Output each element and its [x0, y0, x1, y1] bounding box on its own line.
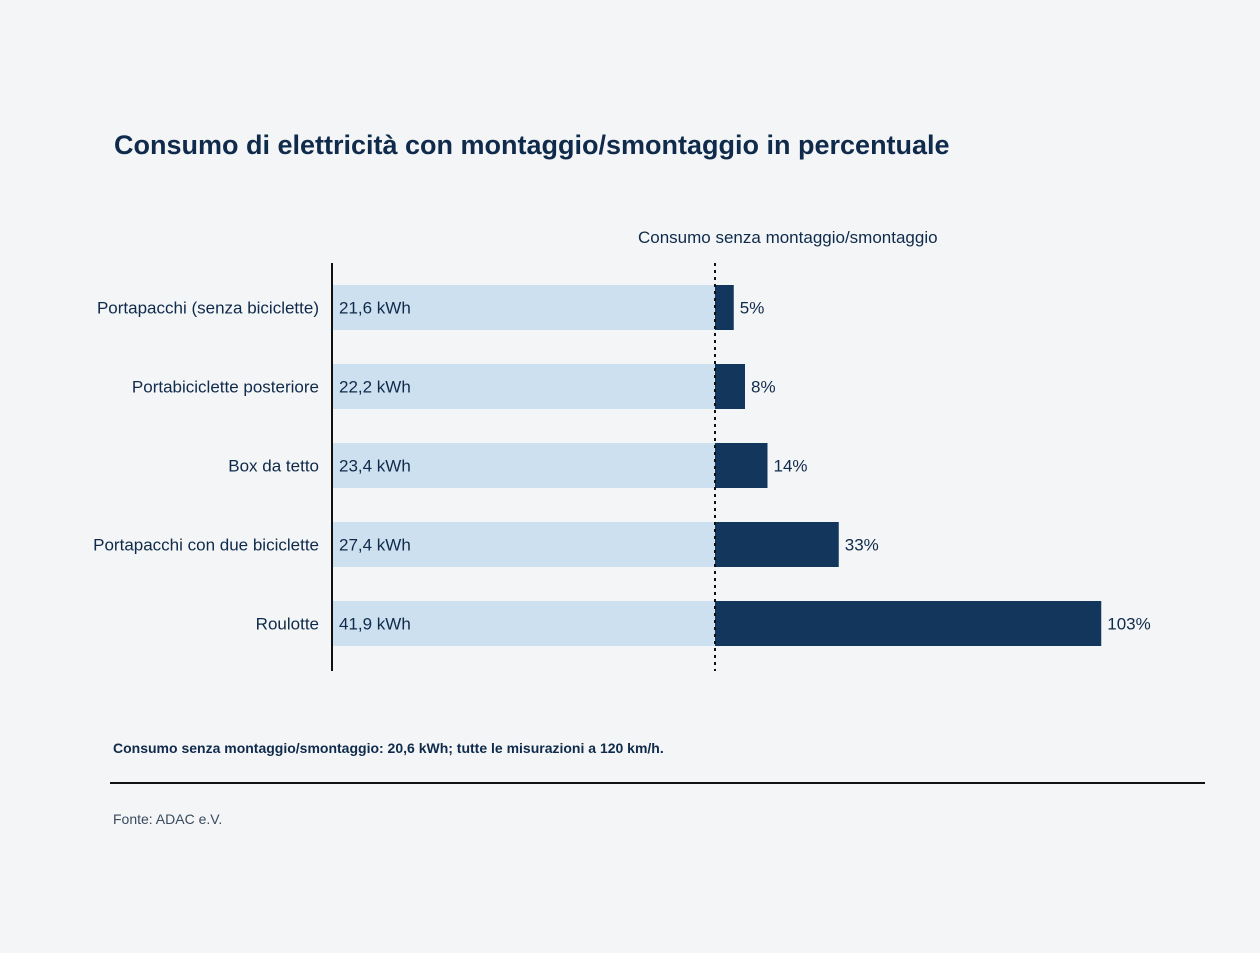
kwh-data-label: 21,6 kWh — [339, 299, 411, 318]
consumption-bar — [332, 364, 715, 409]
percent-data-label: 8% — [751, 378, 776, 397]
consumption-bar — [332, 285, 715, 330]
chart-title: Consumo di elettricità con montaggio/smo… — [114, 130, 950, 160]
baseline-label: Consumo senza montaggio/smontaggio — [638, 228, 938, 247]
category-label: Roulotte — [256, 615, 319, 634]
category-label: Portabiciclette posteriore — [132, 378, 319, 397]
consumption-bar — [332, 443, 715, 488]
increase-bar — [715, 364, 745, 409]
kwh-data-label: 27,4 kWh — [339, 536, 411, 555]
kwh-data-label: 23,4 kWh — [339, 457, 411, 476]
percent-data-label: 14% — [774, 457, 808, 476]
consumption-bar — [332, 522, 715, 567]
divider — [110, 782, 1205, 784]
increase-bar — [715, 285, 734, 330]
category-label: Box da tetto — [228, 457, 319, 476]
increase-bar — [715, 522, 839, 567]
percent-data-label: 103% — [1107, 615, 1150, 634]
kwh-data-label: 41,9 kWh — [339, 615, 411, 634]
increase-bar — [715, 601, 1102, 646]
percent-data-label: 33% — [845, 536, 879, 555]
footnote: Consumo senza montaggio/smontaggio: 20,6… — [113, 740, 664, 756]
source-note: Fonte: ADAC e.V. — [113, 811, 223, 827]
kwh-data-label: 22,2 kWh — [339, 378, 411, 397]
consumption-bar — [332, 601, 715, 646]
category-label: Portapacchi (senza biciclette) — [97, 299, 319, 318]
category-label: Portapacchi con due biciclette — [93, 536, 319, 555]
increase-bar — [715, 443, 768, 488]
percent-data-label: 5% — [740, 299, 765, 318]
